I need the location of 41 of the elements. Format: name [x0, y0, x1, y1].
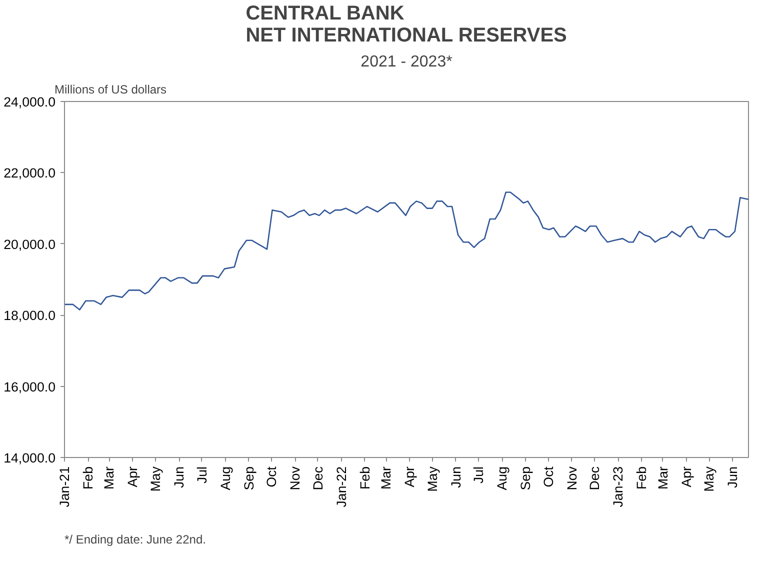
x-tick-label: Oct [540, 466, 556, 488]
x-tick-label: Aug [218, 466, 233, 490]
x-tick-label: Oct [264, 466, 280, 488]
x-tick-label: Dec [310, 466, 326, 490]
y-tick-label: 22,000.0 [4, 166, 56, 181]
line-series [64, 192, 748, 310]
x-tick-label: Jul [194, 466, 210, 484]
y-axis-title: Millions of US dollars [54, 82, 167, 96]
x-tick-label: Feb [357, 466, 372, 490]
x-tick-label: Mar [378, 466, 394, 490]
x-tick-label: Sep [241, 466, 256, 490]
x-tick-label: Aug [494, 466, 510, 490]
x-tick-label: Mar [102, 466, 117, 490]
x-tick-label: Jan-23 [610, 466, 626, 508]
x-tick-label: May [702, 466, 717, 492]
x-tick-label: Jun [172, 466, 187, 488]
x-tick-label: Jun [448, 466, 464, 488]
y-tick-label: 24,000.0 [4, 94, 56, 110]
x-tick-label: May [148, 466, 163, 492]
chart-subtitle: 2021 - 2023* [360, 54, 452, 70]
y-tick-label: 14,000.0 [4, 450, 56, 466]
x-tick-label: Apr [678, 466, 694, 488]
x-tick-label: May [424, 466, 440, 492]
x-tick-label: Nov [564, 466, 580, 490]
x-tick-label: Feb [634, 466, 650, 490]
x-tick-label: Sep [518, 466, 534, 490]
y-tick-label: 16,000.0 [4, 379, 56, 394]
x-tick-label: Jun [725, 466, 740, 488]
x-tick-label: Mar [655, 466, 670, 490]
x-tick-label: Feb [80, 466, 96, 490]
x-tick-label: Dec [587, 466, 602, 490]
x-tick-label: Nov [288, 466, 303, 490]
x-tick-label: Apr [125, 466, 140, 488]
x-tick-label: Jan-21 [57, 466, 72, 508]
x-tick-label: Jan-22 [334, 466, 349, 508]
chart-title: CENTRAL BANK NET INTERNATIONAL RESERVES [246, 2, 567, 46]
x-tick-label: Apr [402, 466, 418, 488]
y-tick-label: 18,000.0 [4, 308, 56, 324]
x-tick-label: Jul [471, 466, 486, 484]
y-tick-label: 20,000.0 [4, 236, 56, 252]
text: */ Ending date: June 22nd. [64, 532, 206, 546]
